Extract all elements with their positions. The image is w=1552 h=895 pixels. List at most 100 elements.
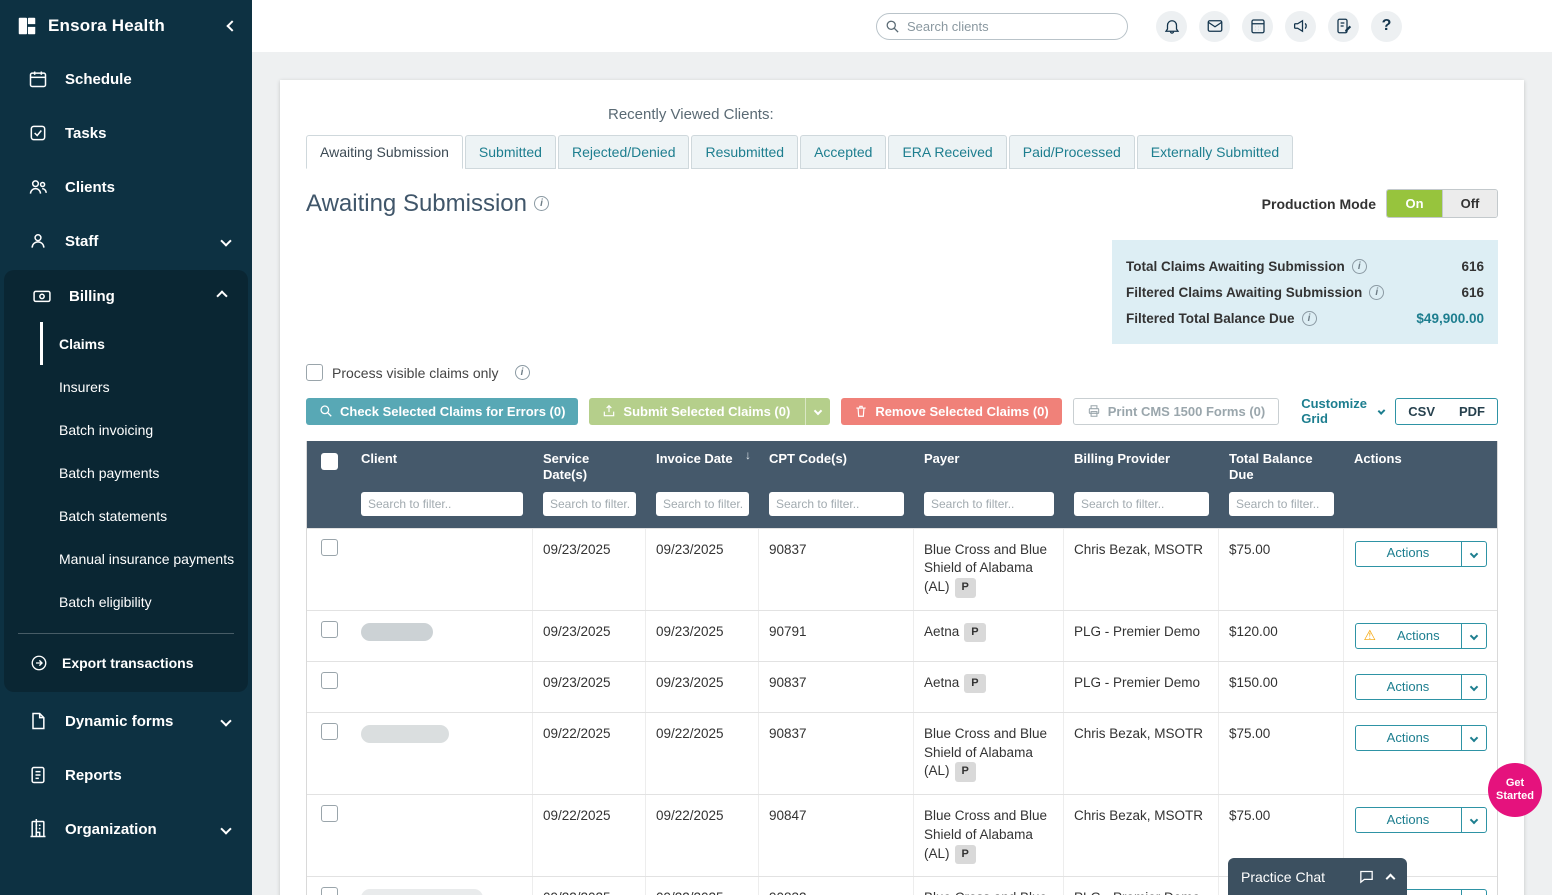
actions-caret-icon[interactable] [1460, 541, 1486, 566]
tab-resubmitted[interactable]: Resubmitted [691, 135, 799, 169]
sidebar-item-batch-eligibility[interactable]: Batch eligibility [40, 580, 248, 623]
actions-caret-icon[interactable] [1460, 807, 1486, 832]
practice-chat-bar[interactable]: Practice Chat [1228, 858, 1407, 895]
tab-externally-submitted[interactable]: Externally Submitted [1136, 135, 1294, 169]
sidebar-item-insurers[interactable]: Insurers [40, 365, 248, 408]
column-header-invoice-date[interactable]: Invoice Date [646, 441, 759, 486]
payer-badge: P [954, 578, 976, 598]
sidebar-item-claims[interactable]: Claims [40, 322, 248, 365]
select-all-checkbox[interactable] [320, 453, 338, 470]
get-started-button[interactable]: Get Started [1488, 763, 1542, 817]
production-mode-off-button[interactable]: Off [1442, 190, 1497, 217]
sidebar-item-staff[interactable]: Staff [0, 214, 252, 268]
row-actions-button[interactable]: Actions [1354, 806, 1487, 833]
actions-caret-icon[interactable] [1460, 674, 1486, 699]
recently-viewed-label: Recently Viewed Clients: [608, 106, 774, 123]
tab-submitted[interactable]: Submitted [464, 135, 556, 169]
row-checkbox[interactable] [320, 804, 338, 822]
cell-invoice-date: 09/22/2025 [646, 794, 759, 877]
sidebar-collapse-icon[interactable] [226, 20, 238, 32]
sidebar-item-manual-insurance-payments[interactable]: Manual insurance payments [40, 537, 248, 580]
messages-envelope-icon[interactable] [1199, 10, 1230, 42]
sidebar-item-billing[interactable]: Billing [4, 270, 248, 322]
filter-invoice-date-input[interactable] [656, 491, 749, 516]
actions-caret-icon[interactable] [1460, 890, 1486, 895]
chevron-up-icon[interactable] [1385, 873, 1396, 883]
actions-caret-icon[interactable] [1460, 623, 1486, 648]
column-header-client[interactable]: Client [361, 451, 398, 466]
cell-payer: Aetna P [914, 610, 1064, 661]
row-checkbox[interactable] [320, 887, 338, 895]
column-header-service-date[interactable]: Service Date(s) [543, 451, 590, 483]
process-visible-checkbox[interactable] [306, 364, 323, 381]
search-clients-input[interactable] [876, 12, 1128, 40]
sidebar-item-reports[interactable]: Reports [0, 748, 252, 802]
filter-service-date-input[interactable] [543, 491, 636, 516]
column-header-payer[interactable]: Payer [924, 451, 960, 466]
help-icon[interactable] [1371, 10, 1402, 42]
tab-era-received[interactable]: ERA Received [888, 135, 1007, 169]
column-header-cpt[interactable]: CPT Code(s) [769, 451, 847, 466]
ensora-logo-icon [16, 15, 38, 37]
sidebar-item-label: Export transactions [62, 655, 194, 671]
tab-rejected-denied[interactable]: Rejected/Denied [557, 135, 690, 169]
row-checkbox[interactable] [320, 538, 338, 556]
cell-balance: $75.00 [1219, 794, 1344, 877]
cell-cpt: 90837 [759, 661, 914, 712]
row-checkbox[interactable] [320, 671, 338, 689]
calendar-grid-icon[interactable] [1242, 10, 1273, 42]
row-checkbox[interactable] [320, 620, 338, 638]
customize-grid-button[interactable]: Customize Grid [1301, 396, 1386, 426]
sidebar-item-clients[interactable]: Clients [0, 160, 252, 214]
row-actions-button[interactable]: Actions [1354, 724, 1487, 751]
filter-payer-input[interactable] [924, 491, 1054, 516]
forms-pen-icon[interactable] [1328, 10, 1359, 42]
sidebar-item-dynamic-forms[interactable]: Dynamic forms [0, 694, 252, 748]
info-icon[interactable] [1301, 310, 1317, 326]
sidebar-item-batch-statements[interactable]: Batch statements [40, 494, 248, 537]
filter-client-input[interactable] [361, 491, 523, 516]
export-csv-button[interactable]: CSV [1395, 397, 1448, 425]
filter-balance-input[interactable] [1229, 491, 1334, 516]
building-icon [28, 819, 48, 839]
client-name-redacted [361, 889, 483, 895]
summary-row: Total Claims Awaiting Submission 616 [1126, 253, 1484, 279]
tab-accepted[interactable]: Accepted [800, 135, 887, 169]
tab-awaiting-submission[interactable]: Awaiting Submission [306, 135, 463, 169]
print-cms-forms-button[interactable]: Print CMS 1500 Forms (0) [1072, 397, 1280, 425]
row-actions-button[interactable]: Actions [1354, 673, 1487, 700]
notifications-bell-icon[interactable] [1156, 10, 1187, 42]
cell-invoice-date: 09/23/2025 [646, 610, 759, 661]
sidebar-item-organization[interactable]: Organization [0, 802, 252, 856]
info-icon[interactable] [514, 365, 530, 380]
production-mode-on-button[interactable]: On [1387, 190, 1442, 217]
submit-claims-caret[interactable] [805, 397, 830, 425]
sidebar-item-batch-invoicing[interactable]: Batch invoicing [40, 408, 248, 451]
payer-badge: P [954, 762, 976, 782]
announcements-megaphone-icon[interactable] [1285, 10, 1316, 42]
sidebar-item-export-transactions[interactable]: Export transactions [4, 638, 248, 688]
sidebar-item-schedule[interactable]: Schedule [0, 52, 252, 106]
actions-caret-icon[interactable] [1460, 725, 1486, 750]
document-icon [28, 711, 48, 731]
submit-claims-button[interactable]: Submit Selected Claims (0) [589, 397, 831, 425]
remove-claims-button[interactable]: Remove Selected Claims (0) [841, 397, 1062, 425]
info-icon[interactable] [534, 196, 550, 211]
payer-badge: P [964, 673, 986, 694]
tab-paid-processed[interactable]: Paid/Processed [1008, 135, 1135, 169]
sidebar-item-batch-payments[interactable]: Batch payments [40, 451, 248, 494]
check-errors-button[interactable]: Check Selected Claims for Errors (0) [306, 397, 579, 425]
filter-billing-provider-input[interactable] [1074, 491, 1209, 516]
filter-cpt-input[interactable] [769, 491, 904, 516]
column-header-total-balance[interactable]: Total Balance Due [1229, 451, 1313, 483]
info-icon[interactable] [1369, 284, 1385, 300]
row-actions-button[interactable]: Actions [1354, 540, 1487, 567]
sidebar-item-tasks[interactable]: Tasks [0, 106, 252, 160]
row-checkbox[interactable] [320, 722, 338, 740]
info-icon[interactable] [1351, 258, 1367, 274]
column-header-billing-provider[interactable]: Billing Provider [1074, 451, 1171, 466]
export-pdf-button[interactable]: PDF [1447, 397, 1498, 425]
row-actions-button[interactable]: Actions [1354, 622, 1487, 649]
cell-service-date: 09/22/2025 [533, 794, 646, 877]
cell-billing-provider: PLG - Premier Demo [1064, 877, 1219, 895]
